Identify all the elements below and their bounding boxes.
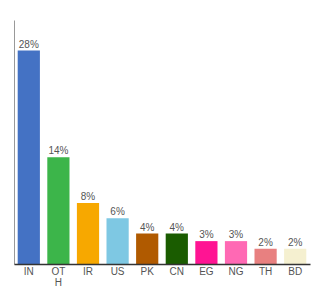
bar (107, 218, 129, 264)
data-label: 8% (81, 191, 96, 202)
bar (255, 249, 277, 264)
data-label: 4% (140, 222, 155, 233)
x-tick-label: TH (259, 266, 272, 277)
bar (284, 249, 306, 264)
x-tick-label: EG (199, 266, 214, 277)
x-tick: IR (83, 264, 93, 277)
x-tick: EG (199, 264, 214, 277)
data-labels: 28% 14% 8% 6% 4% 4% 3% 3% 2% 2% (19, 39, 303, 248)
data-label: 4% (170, 222, 185, 233)
bar (47, 157, 69, 264)
data-label: 28% (19, 39, 39, 50)
x-tick: PK (141, 264, 155, 277)
bar (136, 234, 158, 265)
x-tick-label: BD (288, 266, 302, 277)
x-tick: US (111, 264, 125, 277)
chart: INOTHIRUSPKCNEGNGTHBD28%14%8%6%4%4%3%3%2… (0, 0, 320, 300)
bars (18, 51, 307, 265)
y-axis (14, 21, 15, 265)
bar (166, 234, 188, 265)
y-axis-line (14, 21, 15, 265)
bar (77, 203, 99, 264)
x-tick-label: IN (24, 266, 34, 277)
x-tick-label: US (111, 266, 125, 277)
x-tick-label: IR (83, 266, 93, 277)
x-tick: CN (170, 264, 184, 277)
x-axis: IN OTH IR US PK CN EG NG TH BD (15, 264, 311, 288)
x-tick: BD (288, 264, 302, 277)
bar (225, 241, 247, 264)
x-tick: IN (24, 264, 34, 277)
data-label: 6% (110, 206, 125, 217)
plot: INOTHIRUSPKCNEGNGTHBD28%14%8%6%4%4%3%3%2… (15, 21, 311, 289)
x-tick: OTH (51, 264, 65, 288)
x-tick: TH (259, 264, 272, 277)
data-label: 14% (48, 145, 68, 156)
x-tick-label: NG (229, 266, 244, 277)
x-axis-line (15, 264, 311, 266)
x-tick-label: OTH (51, 266, 65, 288)
data-label: 3% (229, 229, 244, 240)
x-tick-label: PK (141, 266, 155, 277)
data-label: 3% (199, 229, 214, 240)
bar (195, 241, 217, 264)
data-label: 2% (288, 237, 303, 248)
bar (18, 51, 40, 265)
data-label: 2% (258, 237, 273, 248)
x-tick: NG (229, 264, 244, 277)
x-tick-label: CN (170, 266, 184, 277)
